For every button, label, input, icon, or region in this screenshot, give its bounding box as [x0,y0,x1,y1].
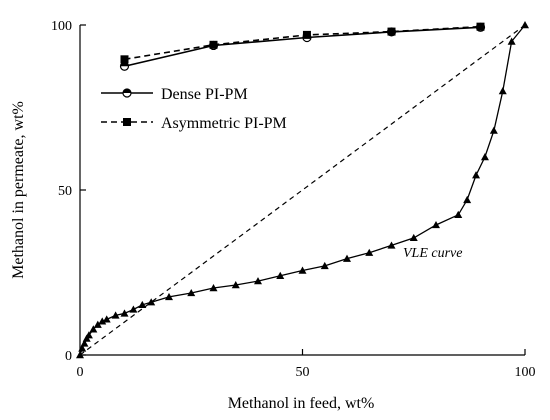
vle-point [89,325,98,333]
vle-point [365,248,374,256]
diagonal-line [79,24,526,356]
vle-point [432,220,440,229]
x-axis-title: Methanol in feed, wt% [228,395,375,412]
y-tick-label: 50 [58,184,72,199]
vle-point [102,315,111,323]
vle-point [98,317,107,325]
legend-item-asymmetric: Asymmetric PI-PM [101,115,287,132]
asymmetric-point [476,22,485,31]
series-layer [76,21,529,359]
vle-point [498,87,507,95]
vle-point [463,195,472,204]
y-axis-title: Methanol in permeate, wt% [10,101,27,279]
vle-point [409,233,418,242]
vle-point [209,284,218,292]
ticks: 0 50 100 0 50 100 [51,19,536,380]
vle-point [76,351,84,359]
x-tick-label: 50 [296,365,310,380]
vle-point [521,21,529,29]
asymmetric-point [387,27,396,36]
vle-point [231,281,240,289]
vle-point [138,300,147,309]
legend: Dense PI-PM Asymmetric PI-PM [101,86,287,132]
vle-point [147,298,156,306]
vle-point [187,288,196,297]
vle-point [454,210,463,218]
vle-point [78,344,87,352]
legend-asym-marker [123,118,131,126]
vle-point [507,37,516,45]
dense-series-line [124,26,481,68]
vle-point [254,277,262,285]
y-tick-label: 0 [65,349,72,364]
vle-point [480,153,489,161]
vle-point [120,309,129,317]
vle-point [111,311,120,319]
legend-dense-label: Dense PI-PM [161,86,248,103]
x-tick-label: 100 [515,365,536,380]
asymmetric-point [302,30,311,39]
vle-point [387,241,396,249]
vle-point [489,126,498,134]
vle-point [80,339,89,347]
asymmetric-point [209,40,218,49]
vle-curve-label: VLE curve [403,246,462,261]
vle-point [93,320,102,328]
legend-dense-marker-fill [123,89,131,93]
vle-point [276,271,285,279]
x-tick-label: 0 [77,365,84,380]
legend-asym-label: Asymmetric PI-PM [161,115,287,132]
vle-point [84,331,93,339]
vle-point [472,171,481,179]
vle-point [343,254,351,262]
legend-item-dense: Dense PI-PM [101,86,248,103]
vle-point [298,266,307,274]
vle-point [165,292,173,301]
y-tick-label: 100 [51,19,72,34]
vle-point [129,305,138,313]
asymmetric-point [120,55,129,64]
vle-point [320,261,329,270]
